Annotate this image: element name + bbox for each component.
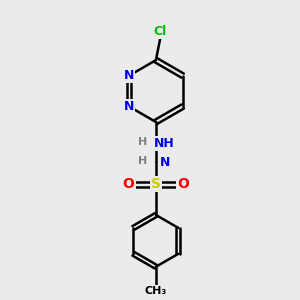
Text: CH₃: CH₃ xyxy=(145,286,167,296)
Text: N: N xyxy=(160,156,170,169)
Text: NH: NH xyxy=(154,137,175,150)
Text: N: N xyxy=(124,100,134,113)
Text: Cl: Cl xyxy=(154,25,167,38)
Text: O: O xyxy=(177,177,189,191)
Text: H: H xyxy=(138,156,147,166)
Text: N: N xyxy=(124,69,134,82)
Text: S: S xyxy=(151,177,161,191)
Text: H: H xyxy=(138,137,147,147)
Text: O: O xyxy=(123,177,134,191)
